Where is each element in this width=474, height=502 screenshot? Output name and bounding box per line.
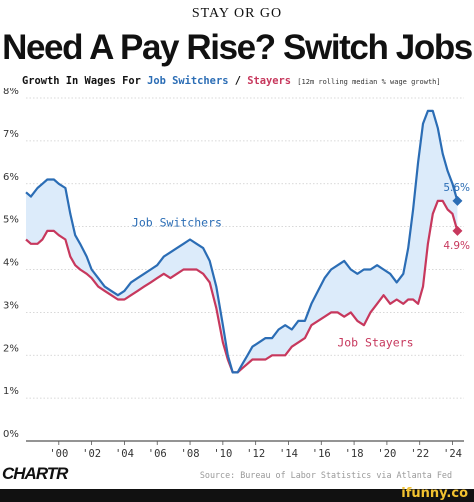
x-tick-label-2000: '00	[49, 448, 68, 460]
endpoint-marker-switchers	[452, 195, 463, 206]
x-tick-label-2002: '02	[82, 448, 101, 460]
brand-logo: CHARTR	[2, 464, 68, 483]
wage-growth-chart: 0% 1% 2% 3% 4% 5% 6% 7% 8% '00 '02 '04 '06 '08 '10 '12…	[3, 88, 470, 460]
x-tick-label-2008: '08	[181, 448, 200, 460]
endpoint-marker-stayers	[452, 225, 463, 236]
subtitle-prefix: Growth In Wages For	[22, 75, 148, 87]
x-axis-tick-labels: '00 '02 '04 '06 '08 '10 '12 '14 '16 '18 '20 '22 '24	[49, 448, 462, 460]
source-note: Source: Bureau of Labor Statistics via A…	[199, 470, 452, 480]
y-tick-label-4: 4%	[3, 258, 19, 269]
x-tick-label-2014: '14	[279, 448, 298, 460]
value-label-stayers: 4.9%	[443, 240, 470, 252]
x-tick-label-2012: '12	[246, 448, 265, 460]
subtitle-note: [12m rolling median % wage growth]	[297, 78, 441, 86]
y-tick-label-6: 6%	[3, 172, 19, 183]
x-tick-label-2024: '24	[443, 448, 462, 460]
chart-title: Need A Pay Rise? Switch Jobs	[2, 28, 473, 67]
subtitle-separator: /	[228, 75, 248, 87]
y-tick-label-1: 1%	[3, 386, 19, 397]
x-tick-label-2020: '20	[377, 448, 396, 460]
series-line-job-stayers	[25, 199, 459, 374]
x-tick-label-2010: '10	[213, 448, 232, 460]
y-tick-label-7: 7%	[3, 129, 19, 140]
x-tick-label-2006: '06	[148, 448, 167, 460]
x-tick-label-2016: '16	[312, 448, 331, 460]
series-line-job-switchers	[25, 109, 459, 374]
watermark-bar: ifunny.co	[0, 486, 474, 502]
y-axis-tick-labels: 0% 1% 2% 3% 4% 5% 6% 7% 8%	[3, 88, 19, 440]
value-label-switchers: 5.6%	[443, 182, 470, 194]
subtitle-stayers: Stayers	[247, 75, 292, 87]
y-tick-label-0: 0%	[3, 429, 19, 440]
x-tick-label-2004: '04	[115, 448, 134, 460]
chart-subtitle: Growth In Wages For Job Switchers / Stay…	[22, 75, 441, 87]
y-tick-label-2: 2%	[3, 343, 19, 354]
y-tick-label-5: 5%	[3, 215, 19, 226]
y-tick-label-8: 8%	[3, 88, 19, 97]
annotations: Job Switchers Job Stayers 5.6% 4.9%	[132, 182, 470, 350]
subtitle-switchers: Job Switchers	[147, 75, 229, 87]
grid-lines	[26, 97, 464, 445]
x-tick-label-2022: '22	[410, 448, 429, 460]
gap-fill-area	[26, 110, 458, 373]
label-job-stayers: Job Stayers	[337, 336, 413, 350]
label-job-switchers: Job Switchers	[132, 216, 222, 230]
x-tick-label-2018: '18	[345, 448, 364, 460]
y-tick-label-3: 3%	[3, 300, 19, 311]
chart-kicker: STAY OR GO	[191, 6, 283, 21]
watermark-text: ifunny.co	[401, 486, 468, 501]
